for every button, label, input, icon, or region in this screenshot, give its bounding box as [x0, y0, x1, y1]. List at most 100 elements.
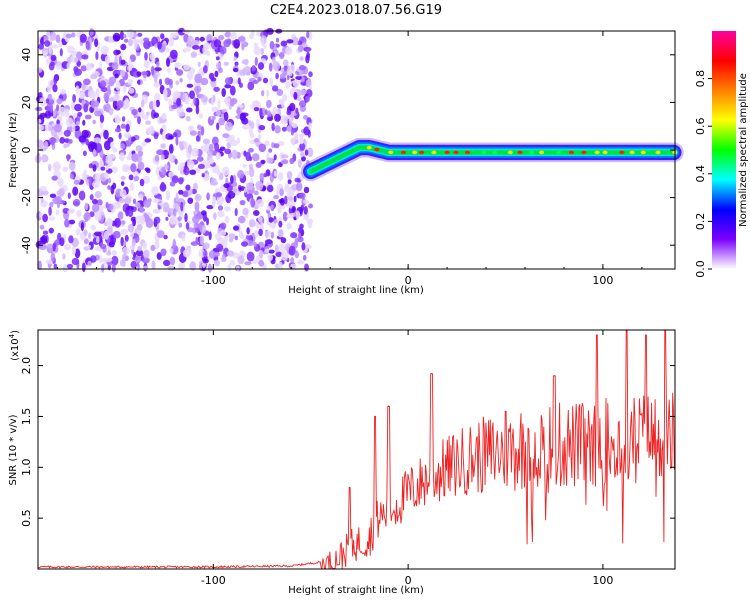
- noise-dot: [52, 84, 58, 93]
- noise-dot: [168, 171, 174, 178]
- noise-dot: [253, 107, 260, 112]
- noise-dot: [176, 97, 182, 107]
- noise-dot: [224, 215, 230, 224]
- noise-dot: [127, 223, 135, 233]
- noise-dot: [242, 125, 250, 130]
- noise-dot: [239, 112, 246, 122]
- noise-dot: [111, 62, 119, 70]
- noise-dot: [75, 228, 81, 236]
- noise-dot: [219, 230, 227, 237]
- noise-dot: [246, 227, 250, 235]
- noise-dot: [189, 130, 197, 136]
- noise-dot: [169, 181, 176, 187]
- noise-dot: [137, 150, 144, 157]
- noise-dot: [257, 76, 262, 82]
- signal-hotspot: [629, 150, 635, 155]
- noise-dot: [161, 113, 167, 120]
- noise-dot: [251, 65, 256, 72]
- noise-dot: [83, 103, 89, 113]
- noise-dot: [212, 198, 216, 209]
- noise-dot: [93, 100, 100, 107]
- noise-dot: [112, 32, 121, 42]
- noise-dot: [277, 206, 282, 214]
- noise-dot: [38, 243, 47, 250]
- noise-dot: [294, 250, 299, 259]
- noise-dot: [112, 230, 121, 239]
- noise-dot: [62, 264, 68, 273]
- noise-dot: [288, 116, 293, 126]
- noise-dot: [143, 249, 150, 259]
- noise-dot: [181, 191, 189, 197]
- noise-dot: [180, 201, 184, 212]
- noise-dot: [94, 110, 102, 117]
- noise-dot: [72, 124, 76, 133]
- noise-dot: [299, 136, 304, 145]
- noise-dot: [301, 156, 306, 162]
- noise-dot: [56, 104, 60, 112]
- noise-dot: [89, 28, 94, 36]
- noise-dot: [291, 36, 299, 46]
- noise-dot: [224, 97, 231, 105]
- snr-y-label: SNR (10 * v/v): [8, 414, 19, 485]
- noise-dot: [252, 259, 257, 265]
- noise-dot: [175, 136, 179, 146]
- noise-dot: [80, 221, 84, 232]
- snr-x-label: Height of straight line (km): [288, 585, 424, 596]
- noise-dot: [165, 190, 171, 201]
- noise-dot: [68, 219, 76, 225]
- noise-dot: [39, 112, 48, 118]
- noise-dot: [293, 195, 297, 203]
- noise-dot: [46, 244, 54, 249]
- noise-dot: [197, 163, 205, 169]
- noise-dot: [232, 225, 240, 231]
- noise-dot: [201, 95, 208, 103]
- noise-dot: [299, 133, 305, 138]
- noise-dot: [154, 154, 160, 162]
- noise-dot: [280, 251, 289, 261]
- noise-dot: [135, 145, 143, 152]
- noise-dot: [278, 229, 284, 238]
- noise-dot: [250, 198, 256, 208]
- noise-dot: [104, 155, 113, 165]
- noise-dot: [183, 165, 187, 173]
- noise-dot: [107, 225, 113, 234]
- noise-dot: [168, 78, 173, 86]
- noise-dot: [307, 220, 313, 229]
- noise-dot: [294, 177, 301, 183]
- noise-dot: [220, 256, 227, 262]
- noise-dot: [163, 234, 168, 240]
- noise-dot: [301, 242, 306, 251]
- noise-dot: [179, 112, 186, 117]
- noise-dot: [208, 250, 216, 259]
- noise-dot: [66, 263, 74, 269]
- noise-dot: [118, 132, 122, 140]
- noise-dot: [305, 54, 310, 64]
- snr-multiplier: (x104): [8, 330, 21, 361]
- noise-dot: [150, 244, 156, 251]
- noise-dot: [112, 182, 117, 190]
- noise-dot: [65, 117, 74, 127]
- noise-dot: [178, 189, 184, 195]
- noise-dot: [264, 230, 272, 238]
- y-tick-label: -20: [20, 189, 33, 207]
- noise-dot: [293, 91, 298, 100]
- noise-dot: [216, 243, 224, 252]
- noise-dot: [197, 61, 201, 68]
- noise-dot: [218, 35, 225, 41]
- signal-hotspot: [556, 150, 562, 155]
- noise-dot: [292, 79, 300, 88]
- noise-dot: [85, 138, 89, 146]
- noise-dot: [87, 244, 91, 249]
- snr-peak-point: [349, 487, 351, 489]
- signal-hotspot: [594, 150, 600, 155]
- noise-dot: [258, 143, 267, 153]
- noise-dot: [129, 231, 134, 238]
- noise-dot: [46, 102, 54, 111]
- noise-dot: [286, 170, 293, 180]
- noise-dot: [124, 132, 131, 139]
- noise-dot: [264, 248, 270, 253]
- noise-dot: [189, 90, 195, 100]
- noise-dot: [217, 67, 223, 74]
- noise-dot: [286, 222, 292, 230]
- noise-dot: [127, 78, 133, 85]
